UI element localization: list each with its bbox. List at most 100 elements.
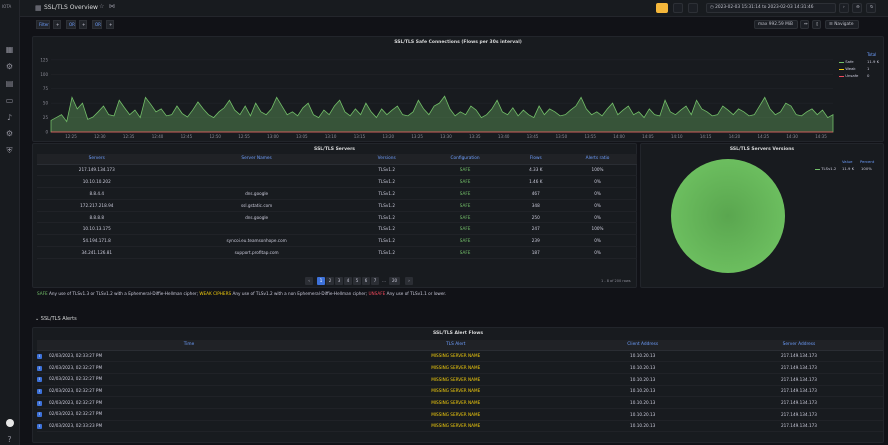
table-row[interactable]: 8.8.8.8 dns.google TLSv1.2 SAFE 250 0% [37, 211, 637, 224]
info-icon[interactable]: i [37, 388, 42, 394]
storage-icon[interactable]: ▭ [5, 96, 14, 105]
info-icon[interactable]: i [37, 423, 42, 429]
settings-icon[interactable] [688, 3, 698, 13]
table-row[interactable]: i 02/03/2023, 02:32:27 PM MISSING SERVER N… [37, 361, 883, 374]
page-button[interactable]: 3 [335, 277, 343, 285]
column-header[interactable]: Server Names [156, 154, 357, 165]
next-page-icon[interactable]: › [405, 277, 413, 285]
max-memory-badge[interactable]: max 992.59 MiB [754, 20, 798, 29]
or-button-2[interactable]: OR [92, 20, 102, 29]
column-header[interactable]: Client Address [570, 340, 715, 351]
info-icon[interactable]: i [37, 365, 42, 371]
column-header[interactable]: Alerts ratio [558, 154, 637, 165]
info-icon[interactable]: i [37, 412, 42, 418]
alerts-row-header[interactable]: ⌄ SSL/TLS Alerts [35, 316, 77, 322]
safe-connections-chart[interactable]: 0 25 50 75 100 125 12:25 12:30 12:35 12:40 12:45 1… [33, 37, 885, 143]
add-or-button-1[interactable]: + [79, 20, 87, 29]
star-icon[interactable]: ☆ [99, 3, 105, 10]
table-row[interactable]: 172.217.218.94 ssl.gstatic.com TLSv1.2 SAFE… [37, 199, 637, 212]
time-forward-icon[interactable]: › [839, 3, 849, 13]
table-row[interactable]: 10.10.10.202 TLSv1.2 SAFE 1.46 K 0% [37, 175, 637, 189]
legend-safe[interactable]: Safe 11.9 K [839, 59, 883, 66]
settings-icon[interactable]: ⚙ [5, 62, 14, 71]
table-cell[interactable]: dns.google [156, 187, 357, 200]
table-cell[interactable] [156, 222, 357, 236]
page-button[interactable]: 20 [389, 277, 400, 285]
table-cell[interactable] [156, 175, 357, 189]
table-row[interactable]: i 02/03/2023, 02:33:27 PM MISSING SERVER N… [37, 350, 883, 363]
column-header[interactable]: Time [37, 340, 342, 351]
page-button[interactable]: 6 [362, 277, 370, 285]
page-button[interactable]: 4 [344, 277, 352, 285]
x-tick-label: 14:10 [671, 134, 683, 139]
column-header[interactable]: Versions [356, 154, 417, 165]
table-cell: TLSv1.2 [356, 211, 417, 224]
table-row[interactable]: i 02/03/2023, 02:32:27 PM MISSING SERVER N… [37, 396, 883, 409]
expand-icon[interactable]: ↔ [800, 20, 809, 29]
panel-add-icon[interactable] [656, 3, 668, 13]
page-button[interactable]: ... [382, 278, 386, 283]
table-row[interactable]: i 02/03/2023, 02:33:23 PM MISSING SERVER N… [37, 420, 883, 433]
refresh-icon[interactable]: ↻ [866, 3, 876, 13]
bell-icon[interactable]: ♪ [6, 113, 13, 122]
help-icon[interactable]: ? [7, 435, 12, 444]
info-icon[interactable]: i [37, 377, 42, 383]
zoom-out-icon[interactable]: ⊖ [852, 3, 862, 13]
or-button-1[interactable]: OR [66, 20, 76, 29]
table-cell[interactable]: 217.149.134.173 [37, 164, 157, 177]
info-icon[interactable]: i [37, 400, 42, 406]
legend-weak[interactable]: Weak 1 [839, 66, 883, 73]
info-icon[interactable]: i [37, 353, 42, 359]
table-cell[interactable]: 34.241.126.81 [37, 246, 157, 259]
dashboards-icon[interactable]: ▦ [5, 45, 14, 54]
add-filter-button[interactable]: + [53, 20, 61, 29]
table-cell[interactable] [156, 164, 357, 177]
pie-legend-item[interactable]: TLSv1.2 11.9 K 100% [815, 166, 883, 171]
table-row[interactable]: 54.194.171.8 syncoi.eu.teamsonhope.com TLS… [37, 234, 637, 248]
table-row[interactable]: 217.149.134.173 TLSv1.2 SAFE 4.33 K 100% [37, 164, 637, 177]
x-tick-label: 14:00 [613, 134, 625, 139]
table-row[interactable]: i 02/03/2023, 02:32:27 PM MISSING SERVER N… [37, 373, 883, 386]
column-header[interactable]: TLS Alert [341, 340, 571, 351]
table-cell[interactable]: syncoi.eu.teamsonhope.com [156, 234, 357, 248]
table-cell[interactable]: support.profitap.com [156, 246, 357, 259]
gear-icon[interactable]: ⚙ [5, 129, 14, 138]
page-button[interactable]: 7 [371, 277, 379, 285]
table-cell[interactable]: 8.8.8.8 [37, 211, 157, 224]
share-icon[interactable]: ⋈ [109, 3, 115, 10]
navigate-button[interactable]: ☰ Navigate [825, 20, 859, 29]
table-cell[interactable]: 8.8.4.4 [37, 187, 157, 200]
table-cell[interactable]: 172.217.218.94 [37, 199, 157, 212]
servers-table-wrap: Servers Server Names Versions Configuration… [37, 154, 637, 259]
y-tick-label: 125 [40, 57, 48, 62]
server-versions-pie[interactable] [641, 144, 885, 289]
table-cell[interactable]: dns.google [156, 211, 357, 224]
column-header[interactable]: Configuration [416, 154, 514, 165]
table-cell[interactable]: 10.10.10.202 [37, 175, 157, 189]
table-cell[interactable]: ssl.gstatic.com [156, 199, 357, 212]
page-button[interactable]: 1 [317, 277, 325, 285]
table-row[interactable]: i 02/03/2023, 02:32:27 PM MISSING SERVER N… [37, 408, 883, 421]
save-icon[interactable] [673, 3, 683, 13]
table-row[interactable]: 8.8.4.4 dns.google TLSv1.2 SAFE 467 0% [37, 187, 637, 200]
table-row[interactable]: i 02/03/2023, 02:32:27 PM MISSING SERVER N… [37, 385, 883, 398]
shield-icon[interactable]: ⛨ [6, 146, 13, 155]
page-button[interactable]: 2 [326, 277, 334, 285]
trash-icon[interactable]: ▯ [812, 20, 821, 29]
add-or-button-2[interactable]: + [106, 20, 114, 29]
page-button[interactable]: 5 [353, 277, 361, 285]
column-header[interactable]: Servers [37, 154, 157, 165]
table-row[interactable]: 34.241.126.81 support.profitap.com TLSv1.2… [37, 246, 637, 259]
avatar[interactable] [6, 419, 14, 427]
table-row[interactable]: 10.10.13.175 TLSv1.2 SAFE 247 100% [37, 222, 637, 236]
filter-button[interactable]: Filter [36, 20, 50, 29]
table-cell[interactable]: 54.194.171.8 [37, 234, 157, 248]
table-cell[interactable]: 10.10.13.175 [37, 222, 157, 236]
legend-unsafe[interactable]: Unsafe 0 [839, 73, 883, 80]
column-header[interactable]: Flows [513, 154, 559, 165]
prev-page-icon[interactable]: ‹ [305, 277, 313, 285]
notice-safe-word: SAFE [37, 291, 48, 296]
column-header[interactable]: Server Address [714, 340, 883, 351]
time-range-picker[interactable]: ◷ 2023-02-03 15:31:14 to 2023-02-03 14:3… [706, 3, 836, 13]
grid-icon[interactable]: ▤ [5, 79, 14, 88]
